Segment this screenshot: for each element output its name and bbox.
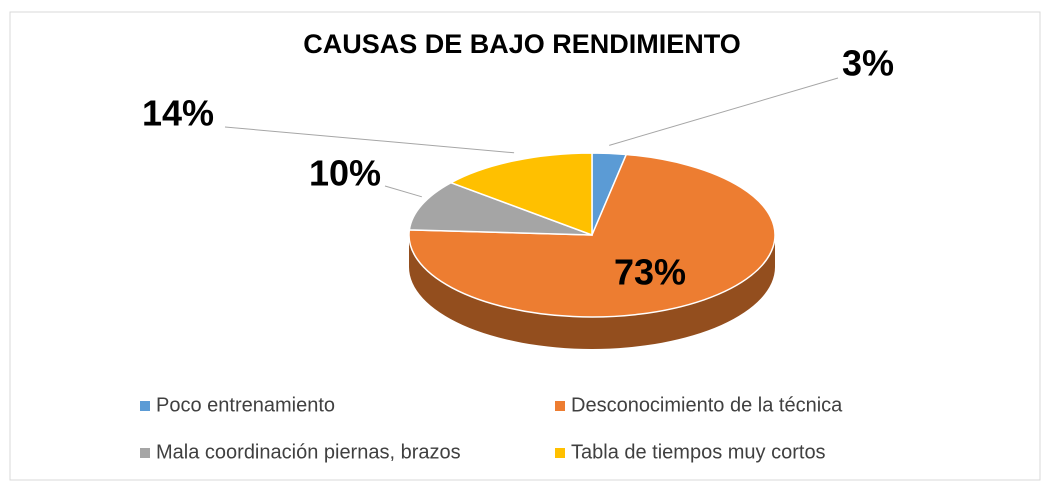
legend-swatch [140,448,150,458]
data-label: 10% [309,153,381,194]
legend-label: Mala coordinación piernas, brazos [156,441,461,463]
chart-title: CAUSAS DE BAJO RENDIMIENTO [303,29,741,59]
leader-line [384,185,422,198]
slice-side [409,235,775,349]
legend-swatch [555,448,565,458]
data-label: 14% [142,93,214,134]
legend-swatch [140,401,150,411]
data-label: 3% [842,43,894,84]
legend-label: Poco entrenamiento [156,394,335,416]
leader-line [609,77,839,146]
data-label: 73% [614,252,686,293]
leader-line [224,126,515,154]
slice [449,152,593,237]
legend-swatch [555,401,565,411]
slice [408,181,593,236]
legend-label: Tabla de tiempos muy cortos [571,441,826,463]
legend-label: Desconocimiento de la técnica [571,394,843,416]
